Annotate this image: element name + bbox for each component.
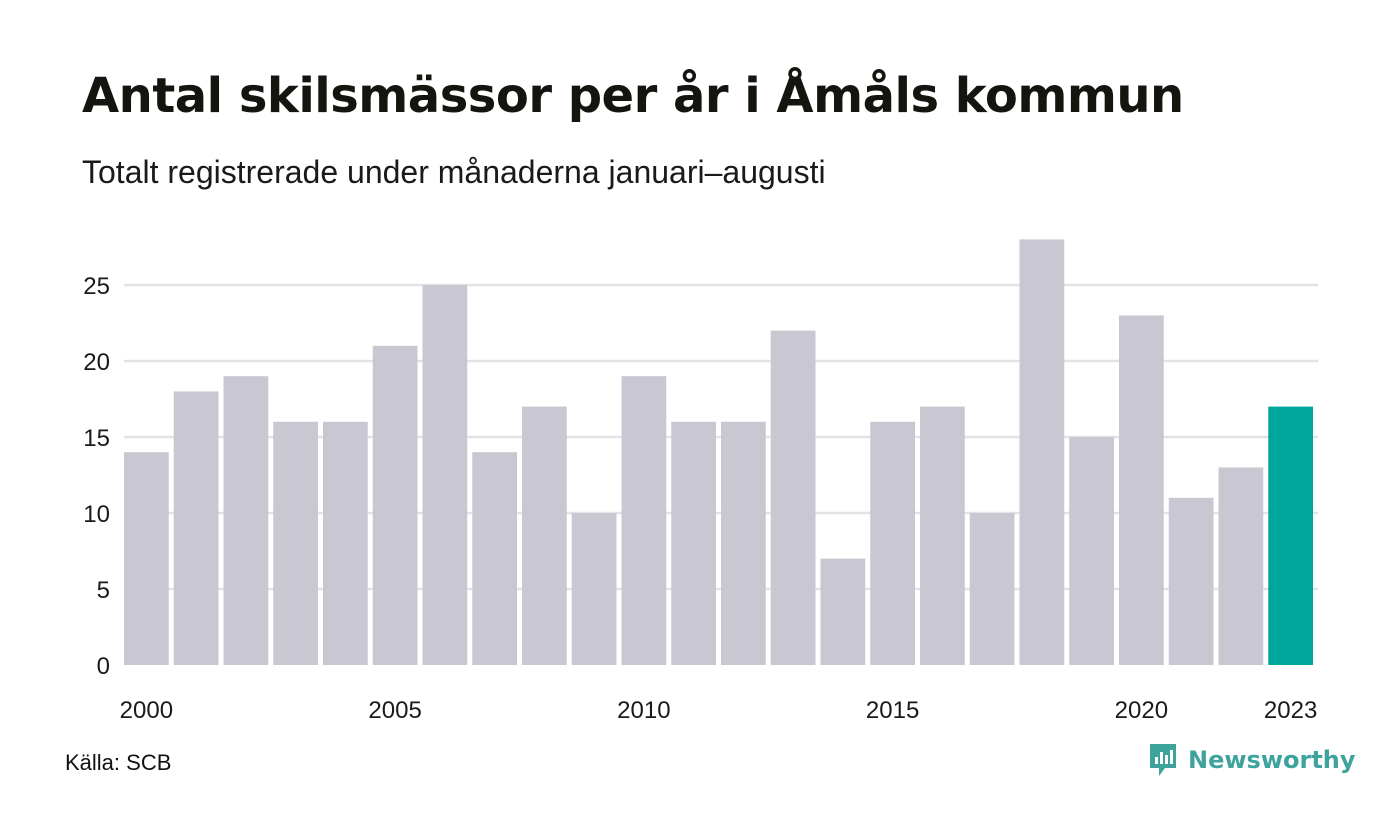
bar-2020 [1119,315,1164,665]
bars [124,239,1313,665]
bar-2008 [522,406,567,665]
bar-2011 [671,421,716,665]
y-tick-label: 20 [83,349,110,376]
chart-title: Antal skilsmässor per år i Åmåls kommun [82,68,1184,124]
bar-2019 [1069,437,1114,665]
x-tick-label: 2020 [1115,697,1168,724]
bar-2021 [1168,497,1214,665]
bar-2006 [422,285,468,665]
brand-name: Newsworthy [1188,746,1356,774]
bar-2010 [621,376,667,665]
y-tick-label: 10 [83,501,110,528]
y-tick-label: 5 [97,577,110,604]
y-tick-label: 15 [83,425,110,452]
bar-2018 [1019,239,1065,665]
bar-2013 [770,330,816,665]
bar-2015 [870,421,915,665]
bar-2023 [1268,406,1313,665]
brand-logo: Newsworthy [1148,742,1356,778]
x-tick-label: 2015 [866,697,919,724]
bar-2000 [124,452,169,665]
bar-2001 [173,391,219,665]
newsworthy-logo-icon [1150,744,1176,776]
bar-2012 [721,421,766,665]
y-tick-label: 25 [83,273,110,300]
bar-2009 [571,513,617,665]
bar-2017 [969,513,1015,665]
bar-2022 [1218,467,1264,665]
bar-2004 [323,421,368,665]
x-tick-label: 2000 [120,697,173,724]
y-axis-ticks: 0 5 10 15 20 25 [83,273,110,680]
source-note: Källa: SCB [65,750,172,775]
x-tick-label: 2010 [617,697,670,724]
bar-2016 [920,406,965,665]
bar-2007 [472,452,517,665]
x-tick-label: 2005 [368,697,421,724]
bar-2002 [223,376,269,665]
bar-2005 [372,345,418,665]
chart-subtitle: Totalt registrerade under månaderna janu… [82,154,826,190]
bar-chart: 0 5 10 15 20 25 2000 2005 2010 2015 2020 2023 [83,239,1318,724]
y-tick-label: 0 [97,653,110,680]
x-axis-ticks: 2000 2005 2010 2015 2020 2023 [120,697,1318,724]
x-tick-label: 2023 [1264,697,1317,724]
bar-2014 [820,558,866,665]
bar-2003 [273,421,318,665]
